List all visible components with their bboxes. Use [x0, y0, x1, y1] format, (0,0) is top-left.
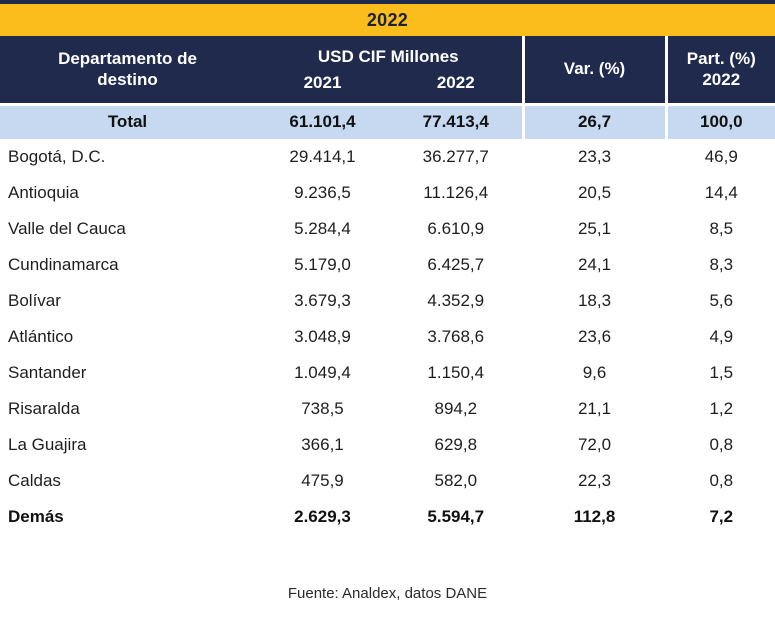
col-header-var-pct: Var. (%) — [521, 36, 667, 104]
usd-2021-cell: 9.236,5 — [294, 183, 351, 202]
usd-2022-cell: 36.277,7 — [422, 147, 489, 166]
source-note: Fuente: Analdex, datos DANE — [287, 585, 488, 602]
department-cell: Bogotá, D.C. — [8, 147, 106, 166]
part-pct-cell: 0,8 — [664, 463, 775, 499]
table-row: Risaralda 738,5 894,2 21,1 1,2 — [0, 391, 775, 427]
usd-2021-cell: 29.414,1 — [289, 147, 356, 166]
table-row: Valle del Cauca 5.284,4 6.610,9 25,1 8,5 — [0, 211, 775, 247]
table-row: Demás 2.629,3 5.594,7 112,8 7,2 — [0, 499, 775, 535]
usd-2022-cell: 77.413,4 — [390, 102, 524, 139]
usd-2022-cell: 894,2 — [434, 399, 478, 418]
var-pct-cell: 24,1 — [521, 247, 667, 283]
usd-2021-cell: 1.049,4 — [294, 363, 351, 382]
col-header-2021: 2021 — [255, 73, 390, 104]
var-pct-cell: 9,6 — [521, 355, 667, 391]
usd-2021-cell: 475,9 — [301, 471, 344, 490]
var-pct-cell: 23,3 — [521, 139, 667, 175]
report-page: 2022 Departamento de destino USD CIF Mil… — [0, 0, 775, 602]
usd-2022-cell: 5.594,7 — [427, 507, 485, 526]
department-cell: Bolívar — [8, 291, 61, 310]
department-cell: Demás — [8, 507, 64, 526]
usd-2022-cell: 3.768,6 — [427, 327, 485, 346]
table-top-border — [0, 0, 775, 4]
var-pct-cell: 22,3 — [521, 463, 667, 499]
col-header-part-pct: Part. (%) 2022 — [664, 36, 775, 104]
table-row: Atlántico 3.048,9 3.768,6 23,6 4,9 — [0, 319, 775, 355]
usd-2022-cell: 6.425,7 — [427, 255, 485, 274]
usd-2021-cell: 3.679,3 — [294, 291, 351, 310]
col-header-departamento: Departamento de destino — [0, 36, 255, 104]
col-header-part-pct-line2: 2022 — [702, 70, 741, 90]
department-cell: Atlántico — [8, 327, 74, 346]
table-row: Total 61.101,4 77.413,4 26,7 100,0 — [0, 102, 775, 139]
var-pct-cell: 21,1 — [521, 391, 667, 427]
department-cell: Antioquia — [8, 183, 79, 202]
part-pct-cell: 1,5 — [664, 355, 775, 391]
part-pct-cell: 0,8 — [664, 427, 775, 463]
var-pct-cell: 112,8 — [521, 499, 667, 535]
usd-2021-cell: 366,1 — [301, 435, 344, 454]
usd-2022-cell: 1.150,4 — [427, 363, 485, 382]
usd-2021-cell: 738,5 — [301, 399, 344, 418]
table-header: Departamento de destino USD CIF Millones… — [0, 36, 775, 104]
department-cell: Risaralda — [8, 399, 80, 418]
usd-2021-cell: 2.629,3 — [294, 507, 351, 526]
department-cell: Cundinamarca — [8, 255, 119, 274]
part-pct-cell: 100,0 — [664, 102, 775, 139]
part-pct-cell: 46,9 — [664, 139, 775, 175]
usd-2021-cell: 61.101,4 — [255, 102, 390, 139]
usd-2022-cell: 582,0 — [434, 471, 478, 490]
department-cell: La Guajira — [8, 435, 87, 454]
var-pct-cell: 23,6 — [521, 319, 667, 355]
usd-2021-cell: 5.284,4 — [294, 219, 351, 238]
year-title-bar: 2022 — [0, 4, 775, 36]
var-pct-cell: 18,3 — [521, 283, 667, 319]
exports-by-department-table: Departamento de destino USD CIF Millones… — [0, 36, 775, 535]
usd-2022-cell: 4.352,9 — [427, 291, 485, 310]
part-pct-cell: 8,3 — [664, 247, 775, 283]
usd-2021-cell: 5.179,0 — [294, 255, 351, 274]
table-body: Total 61.101,4 77.413,4 26,7 100,0 Bogot… — [0, 102, 775, 535]
usd-2022-cell: 629,8 — [434, 435, 478, 454]
col-header-2022: 2022 — [390, 73, 524, 104]
var-pct-cell: 26,7 — [521, 102, 667, 139]
table-row: Cundinamarca 5.179,0 6.425,7 24,1 8,3 — [0, 247, 775, 283]
part-pct-cell: 1,2 — [664, 391, 775, 427]
usd-2022-cell: 6.610,9 — [427, 219, 485, 238]
col-header-departamento-label: Departamento de destino — [58, 49, 197, 90]
table-row: Santander 1.049,4 1.150,4 9,6 1,5 — [0, 355, 775, 391]
part-pct-cell: 5,6 — [664, 283, 775, 319]
var-pct-cell: 25,1 — [521, 211, 667, 247]
usd-2022-cell: 11.126,4 — [423, 183, 489, 202]
part-pct-cell: 4,9 — [664, 319, 775, 355]
table-row: Bogotá, D.C. 29.414,1 36.277,7 23,3 46,9 — [0, 139, 775, 175]
part-pct-cell: 14,4 — [664, 175, 775, 211]
col-header-usd-cif-millones: USD CIF Millones — [255, 36, 524, 73]
table-row: Bolívar 3.679,3 4.352,9 18,3 5,6 — [0, 283, 775, 319]
department-cell: Total — [0, 102, 255, 139]
table-row: Caldas 475,9 582,0 22,3 0,8 — [0, 463, 775, 499]
part-pct-cell: 8,5 — [664, 211, 775, 247]
part-pct-cell: 7,2 — [664, 499, 775, 535]
var-pct-cell: 72,0 — [521, 427, 667, 463]
year-title: 2022 — [366, 9, 409, 30]
usd-2021-cell: 3.048,9 — [294, 327, 351, 346]
department-cell: Caldas — [8, 471, 61, 490]
table-row: La Guajira 366,1 629,8 72,0 0,8 — [0, 427, 775, 463]
var-pct-cell: 20,5 — [521, 175, 667, 211]
table-row: Antioquia 9.236,5 11.126,4 20,5 14,4 — [0, 175, 775, 211]
department-cell: Santander — [8, 363, 87, 382]
department-cell: Valle del Cauca — [8, 219, 126, 238]
col-header-part-pct-line1: Part. (%) — [686, 49, 756, 68]
